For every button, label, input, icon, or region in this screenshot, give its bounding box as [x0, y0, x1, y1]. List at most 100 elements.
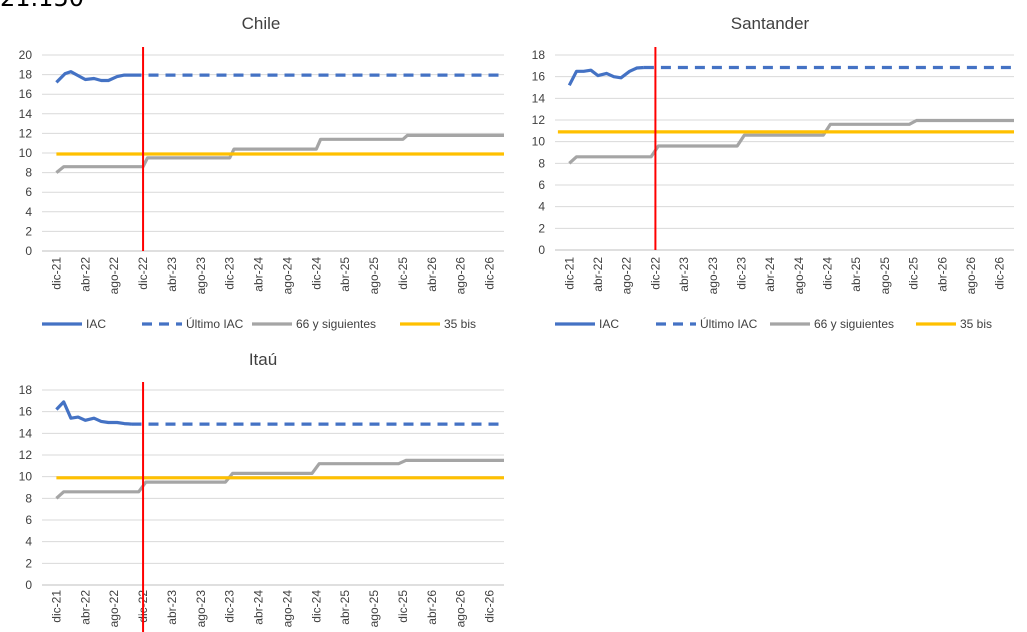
x-tick-label: dic-23 [223, 590, 237, 623]
x-tick-label: dic-24 [309, 257, 323, 290]
x-tick-label: ago-25 [367, 257, 381, 295]
x-tick-label: dic-23 [734, 257, 748, 290]
x-tick-label: abr-26 [425, 590, 439, 625]
x-tick-label: ago-22 [107, 590, 121, 628]
x-tick-label: ago-22 [620, 257, 634, 295]
series-line-iac [55, 70, 132, 84]
legend-label-66-y-siguientes: 66 y siguientes [814, 317, 894, 331]
y-tick-label: 4 [25, 205, 32, 219]
x-tick-label: ago-24 [280, 257, 294, 295]
x-tick-label: dic-21 [562, 257, 576, 290]
y-tick-label: 0 [25, 244, 32, 258]
series-line-66-y-siguientes [55, 133, 504, 174]
x-tick-label: abr-24 [763, 257, 777, 292]
x-tick-label: ago-24 [792, 257, 806, 295]
y-tick-label: 8 [538, 156, 545, 170]
x-tick-label: abr-22 [78, 257, 92, 292]
x-tick-label: dic-22 [136, 257, 150, 290]
x-tick-label: abr-23 [165, 590, 179, 625]
x-tick-label: dic-22 [648, 257, 662, 290]
series-group [55, 400, 504, 500]
y-axis-ticks: 0 2 4 6 8 10 12 14 16 18 [19, 383, 33, 592]
y-tick-label: 12 [19, 448, 33, 462]
series-line-66-y-siguientes [568, 118, 1014, 165]
x-tick-label: abr-25 [849, 257, 863, 292]
x-tick-label: dic-23 [223, 257, 237, 290]
x-tick-label: dic-26 [993, 257, 1007, 290]
y-tick-label: 20 [19, 48, 33, 62]
x-axis-ticks: dic-21 abr-22 ago-22 dic-22 abr-23 ago-23 dic-… [562, 257, 1006, 295]
x-tick-label: abr-24 [252, 257, 266, 292]
series-group [55, 70, 504, 174]
x-tick-label: abr-24 [252, 590, 266, 625]
gridlines [555, 54, 1014, 251]
y-tick-label: 10 [532, 135, 546, 149]
chart-chile: Chile 0 2 4 6 8 10 12 14 16 18 20 dic-21 abr-22 ago-22… [19, 14, 504, 331]
y-tick-label: 8 [25, 491, 32, 505]
y-tick-label: 14 [19, 107, 33, 121]
x-tick-label: dic-26 [483, 590, 497, 623]
x-tick-label: dic-21 [49, 590, 63, 623]
chart-title: Chile [242, 14, 281, 33]
series-line-iac [567, 65, 645, 87]
y-tick-label: 14 [532, 91, 546, 105]
legend: IAC Último IAC 66 y siguientes 35 bis [42, 316, 476, 331]
y-tick-label: 16 [19, 87, 33, 101]
chart-itau: Itaú 0 2 4 6 8 10 12 14 16 18 dic-21 abr-22 ago-22 dic… [19, 350, 504, 632]
x-tick-label: ago-23 [194, 257, 208, 295]
y-tick-label: 4 [538, 200, 545, 214]
y-tick-label: 0 [538, 243, 545, 257]
x-tick-label: abr-25 [338, 257, 352, 292]
y-tick-label: 6 [538, 178, 545, 192]
x-tick-label: ago-23 [706, 257, 720, 295]
x-tick-label: ago-25 [878, 257, 892, 295]
y-tick-label: 14 [19, 426, 33, 440]
header-fragment: 21.150 [0, 0, 84, 10]
x-tick-label: ago-23 [194, 590, 208, 628]
legend-label-ultimo-iac: Último IAC [700, 316, 758, 331]
chart-panel-itau: Itaú 0 2 4 6 8 10 12 14 16 18 dic-21 abr-22 ago-22 dic… [0, 340, 515, 632]
x-tick-label: abr-23 [165, 257, 179, 292]
legend-label-iac: IAC [599, 317, 619, 331]
x-tick-label: abr-22 [591, 257, 605, 292]
x-tick-label: abr-25 [338, 590, 352, 625]
chart-panel-santander: Santander 0 2 4 6 8 10 12 14 16 18 dic-21 abr-22 ago-… [513, 10, 1027, 340]
x-tick-label: ago-26 [964, 257, 978, 295]
x-tick-label: dic-24 [309, 590, 323, 623]
y-tick-label: 18 [532, 48, 546, 62]
y-axis-ticks: 0 2 4 6 8 10 12 14 16 18 20 [19, 48, 33, 258]
y-tick-label: 16 [19, 405, 33, 419]
x-tick-label: abr-23 [677, 257, 691, 292]
x-tick-label: dic-25 [396, 257, 410, 290]
legend-label-35-bis: 35 bis [960, 317, 992, 331]
x-tick-label: dic-25 [396, 590, 410, 623]
legend-label-iac: IAC [86, 317, 106, 331]
legend-label-35-bis: 35 bis [444, 317, 476, 331]
x-tick-label: dic-25 [907, 257, 921, 290]
gridlines [42, 389, 504, 586]
x-tick-label: ago-25 [367, 590, 381, 628]
chart-title: Itaú [249, 350, 277, 369]
series-line-iac [55, 400, 132, 426]
y-tick-label: 4 [25, 535, 32, 549]
legend-label-66-y-siguientes: 66 y siguientes [296, 317, 376, 331]
y-axis-ticks: 0 2 4 6 8 10 12 14 16 18 [532, 48, 546, 257]
y-tick-label: 12 [532, 113, 546, 127]
chart-santander: Santander 0 2 4 6 8 10 12 14 16 18 dic-21 abr-22 ago-… [532, 14, 1014, 331]
series-line-66-y-siguientes [55, 458, 504, 500]
x-tick-label: ago-26 [454, 590, 468, 628]
y-tick-label: 6 [25, 513, 32, 527]
x-tick-label: abr-26 [425, 257, 439, 292]
y-tick-label: 12 [19, 126, 33, 140]
y-tick-label: 8 [25, 166, 32, 180]
y-tick-label: 16 [532, 70, 546, 84]
x-axis-ticks: dic-21abr-22ago-22dic-22abr-23ago-23dic-… [49, 590, 496, 628]
y-tick-label: 10 [19, 146, 33, 160]
x-tick-label: ago-26 [454, 257, 468, 295]
x-tick-label: ago-24 [280, 590, 294, 628]
series-group [557, 65, 1014, 165]
chart-title: Santander [731, 14, 810, 33]
x-tick-label: ago-22 [107, 257, 121, 295]
x-tick-label: dic-24 [821, 257, 835, 290]
